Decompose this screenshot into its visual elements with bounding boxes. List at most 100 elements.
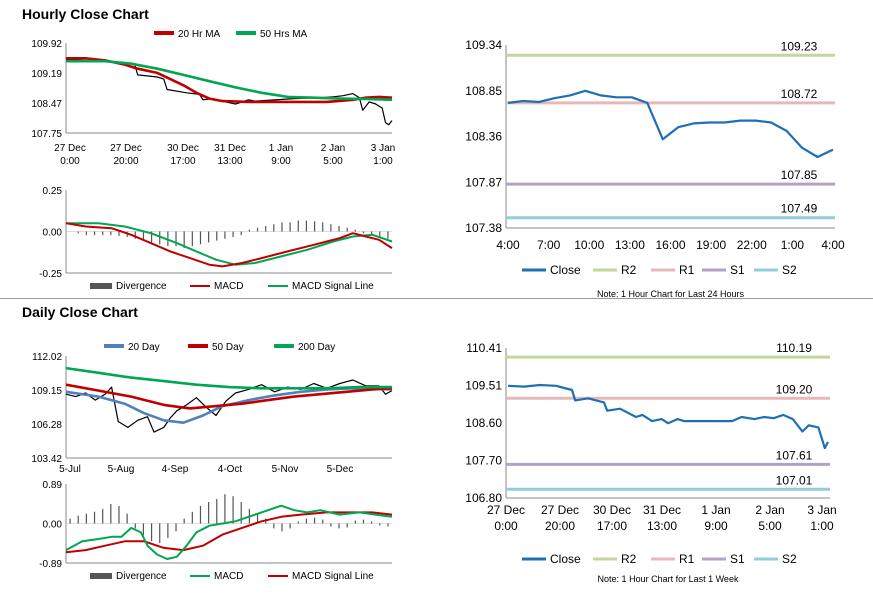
hourly-price-ytick: 109.92: [31, 39, 62, 50]
daily-price-legend-label: 50 Day: [212, 342, 244, 353]
hourly-levels-level-label: 109.23: [781, 39, 818, 53]
daily-levels-xtick: 27 Dec: [487, 503, 525, 517]
daily-levels-xtick: 5:00: [758, 519, 782, 533]
hourly-levels-ytick: 108.85: [465, 84, 502, 98]
hourly-levels-close-line: [507, 89, 834, 159]
hourly-macd-legend-label: Divergence: [116, 281, 167, 292]
daily-levels-xtick: 1 Jan: [701, 503, 730, 517]
daily-levels-legend-label: S1: [730, 552, 745, 566]
daily-price-legend-label: 20 Day: [128, 342, 160, 353]
hourly-price-xtick: 31 Dec: [214, 143, 246, 154]
daily-levels-xtick: 17:00: [597, 519, 627, 533]
hourly-macd-ytick: 0.00: [43, 228, 63, 239]
hourly-macd-macd-line: [65, 222, 393, 268]
hourly-levels-xtick: 16:00: [655, 238, 685, 252]
daily-price-xtick: 4-Oct: [218, 464, 243, 475]
daily-macd-legend-label: MACD: [214, 571, 243, 582]
daily-macd-macd-line: [65, 504, 393, 560]
hourly-levels-legend-label: S2: [782, 263, 797, 277]
hourly-price-xtick: 1:00: [373, 156, 393, 167]
hourly-price-xtick: 1 Jan: [269, 143, 293, 154]
daily-levels-xtick: 30 Dec: [593, 503, 631, 517]
hourly-price-legend-label: 20 Hr MA: [178, 29, 221, 40]
daily-price-ytick: 112.02: [32, 352, 62, 363]
section-divider: [0, 298, 873, 299]
hourly-levels-note: Note: 1 Hour Chart for Last 24 Hours: [597, 289, 745, 299]
hourly-price-xtick: 27 Dec: [54, 143, 86, 154]
daily-price-ytick: 106.28: [31, 420, 62, 431]
hourly-levels-xtick: 7:00: [537, 238, 561, 252]
daily-price-xtick: 5-Dec: [327, 464, 354, 475]
daily-price-ytick: 103.42: [31, 454, 62, 465]
hourly-levels-legend-label: S1: [730, 263, 745, 277]
daily-levels-legend-label: S2: [782, 552, 797, 566]
daily-levels-xtick: 31 Dec: [643, 503, 681, 517]
daily-price-d200-line: [65, 366, 392, 390]
hourly-macd-legend-label: MACD: [214, 281, 243, 292]
daily-levels-note: Note: 1 Hour Chart for Last 1 Week: [598, 574, 739, 584]
daily-price-d50-line: [65, 383, 393, 410]
daily-macd-ytick: 0.00: [43, 520, 63, 531]
daily-levels-ytick: 110.41: [466, 341, 502, 355]
hourly-levels-xtick: 10:00: [574, 238, 604, 252]
daily-levels-legend-label: R2: [621, 552, 637, 566]
hourly-price-xtick: 13:00: [217, 156, 242, 167]
daily-levels-xtick: 27 Dec: [541, 503, 579, 517]
hourly-price-ytick: 109.19: [31, 69, 62, 80]
hourly-levels-legend-label: R2: [621, 263, 637, 277]
hourly-price-close-line: [65, 59, 393, 126]
hourly-price-ytick: 107.75: [31, 129, 62, 140]
daily-levels-ytick: 109.51: [465, 379, 502, 393]
daily-levels-xtick: 20:00: [545, 519, 575, 533]
daily-price-legend-label: 200 Day: [298, 342, 335, 353]
daily-levels-legend-label: R1: [679, 552, 695, 566]
hourly-macd-legend-label: MACD Signal Line: [292, 281, 374, 292]
hourly-levels-xtick: 4:00: [496, 238, 520, 252]
hourly-levels-ytick: 107.87: [465, 175, 502, 189]
daily-levels-xtick: 1:00: [810, 519, 834, 533]
daily-price-xtick: 5-Jul: [59, 464, 81, 475]
daily-macd-legend-label: Divergence: [116, 571, 167, 582]
daily-levels-legend-label: Close: [550, 552, 581, 566]
hourly-macd-legend-swatch: [90, 283, 112, 289]
daily-levels-xtick: 13:00: [647, 519, 677, 533]
hourly-levels-ytick: 109.34: [465, 38, 502, 52]
hourly-price-ytick: 108.47: [31, 99, 62, 110]
daily-price-xtick: 5-Nov: [272, 464, 299, 475]
hourly-price-xtick: 20:00: [113, 156, 138, 167]
hourly-price-xtick: 17:00: [170, 156, 195, 167]
daily-macd-legend-label: MACD Signal Line: [292, 571, 374, 582]
hourly-levels-ytick: 107.38: [465, 221, 502, 235]
daily-macd-legend-swatch: [90, 573, 112, 579]
hourly-levels-legend-label: Close: [550, 263, 581, 277]
hourly-levels-xtick: 4:00: [821, 238, 845, 252]
daily-levels-xtick: 3 Jan: [807, 503, 836, 517]
hourly-price-xtick: 3 Jan: [371, 143, 395, 154]
daily-levels-level-label: 107.01: [776, 473, 813, 487]
hourly-price-xtick: 27 Dec: [110, 143, 142, 154]
daily-levels-ytick: 106.80: [465, 491, 502, 505]
daily-price-d20-line: [65, 386, 393, 425]
hourly-levels-level-label: 107.85: [781, 168, 818, 182]
hourly-section-title: Hourly Close Chart: [22, 6, 149, 22]
daily-price-xtick: 5-Aug: [108, 464, 135, 475]
hourly-price-xtick: 2 Jan: [321, 143, 345, 154]
hourly-macd-ytick: 0.25: [43, 186, 63, 197]
daily-macd-ytick: -0.89: [39, 559, 62, 570]
daily-levels-ytick: 107.70: [465, 454, 502, 468]
daily-price-xtick: 4-Sep: [162, 464, 189, 475]
daily-macd-ytick: 0.89: [43, 480, 63, 491]
daily-levels-xtick: 2 Jan: [755, 503, 784, 517]
daily-levels-close-line: [507, 383, 829, 450]
daily-levels-level-label: 110.19: [776, 341, 812, 355]
daily-price-ytick: 109.15: [31, 386, 62, 397]
hourly-levels-legend-label: R1: [679, 263, 695, 277]
hourly-levels-level-label: 108.72: [781, 87, 818, 101]
hourly-price-xtick: 9:00: [271, 156, 291, 167]
daily-section-title: Daily Close Chart: [22, 304, 138, 320]
hourly-price-xtick: 0:00: [60, 156, 80, 167]
hourly-levels-ytick: 108.36: [465, 130, 502, 144]
hourly-levels-xtick: 1:00: [781, 238, 805, 252]
hourly-price-xtick: 30 Dec: [167, 143, 199, 154]
